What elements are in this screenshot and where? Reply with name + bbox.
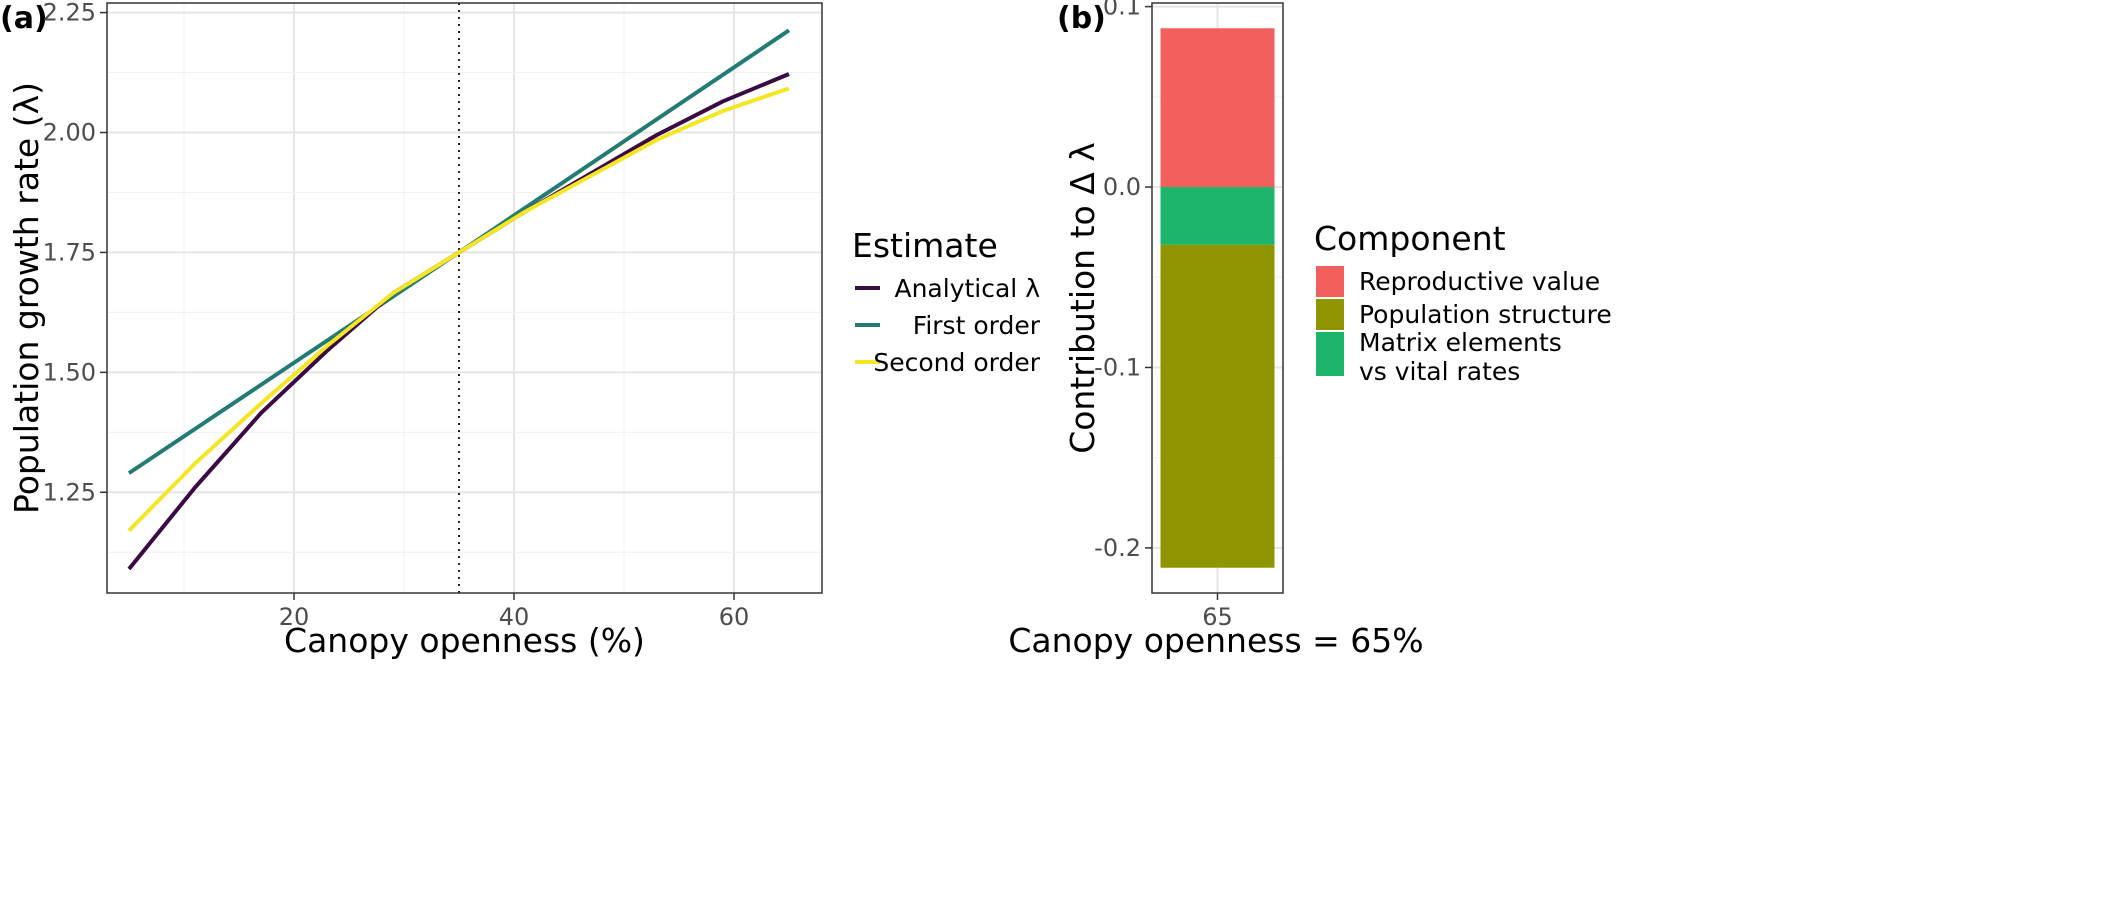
legend-item-label: vs vital rates xyxy=(1359,357,1520,386)
panel-b-x-ticks: 65 xyxy=(1202,593,1233,631)
bar-segment xyxy=(1160,187,1275,245)
panel-a-line-chart: (a) 20 40 60 1.25 1.50 1.75 2.00 2.25 Canopy o… xyxy=(0,0,823,660)
legend-key-swatch xyxy=(1316,266,1344,297)
legend-item-label: Matrix elements xyxy=(1359,328,1562,357)
x-tick-label: 65 xyxy=(1202,603,1233,631)
y-tick-label: 1.75 xyxy=(43,238,96,266)
panel-a-series xyxy=(127,28,791,571)
x-tick-label: 40 xyxy=(499,603,530,631)
x-tick-label: 20 xyxy=(279,603,310,631)
panel-a-y-axis-title: Population growth rate (λ) xyxy=(7,82,46,514)
bar-segment xyxy=(1160,244,1275,568)
panel-a-legend: Estimate Analytical λ First order Second o… xyxy=(852,226,1041,377)
y-tick-label: 2.25 xyxy=(43,0,96,27)
y-tick-label: 1.25 xyxy=(43,478,96,506)
legend-item-label: Population structure xyxy=(1359,300,1612,329)
panel-b-y-ticks: -0.2 -0.1 0.0 0.1 xyxy=(1094,0,1152,562)
bar-segment xyxy=(1160,28,1275,188)
panel-a-legend-items: Analytical λ First order Second order xyxy=(855,274,1041,377)
panel-a-plot-background xyxy=(107,3,822,593)
panel-a-x-axis-title: Canopy openness (%) xyxy=(284,621,645,660)
panel-a-grid xyxy=(107,3,822,593)
panel-a-x-ticks: 20 40 60 xyxy=(279,593,750,631)
legend-item-label: Second order xyxy=(873,348,1040,377)
panel-a-y-ticks: 1.25 1.50 1.75 2.00 2.25 xyxy=(43,0,107,506)
panel-a-plot-border xyxy=(106,2,823,594)
panel-b-legend-title: Component xyxy=(1314,219,1506,258)
y-tick-label: 2.00 xyxy=(43,119,96,147)
legend-item-label: Reproductive value xyxy=(1359,267,1600,296)
y-tick-label: 0.0 xyxy=(1103,173,1141,201)
y-tick-label: 1.50 xyxy=(43,358,96,386)
y-tick-label: 0.1 xyxy=(1103,0,1141,21)
legend-item-label: Analytical λ xyxy=(894,274,1040,303)
panel-b-x-axis-title: Canopy openness = 65% xyxy=(1008,621,1423,660)
panel-a-label: (a) xyxy=(0,1,48,36)
panel-b-legend-items: Reproductive value Population structureMa… xyxy=(1316,266,1612,386)
panel-b-bars xyxy=(1160,28,1275,568)
legend-item-label: First order xyxy=(913,311,1041,340)
legend-key-swatch xyxy=(1316,299,1344,330)
y-tick-label: -0.1 xyxy=(1094,353,1141,381)
panel-b-label: (b) xyxy=(1057,1,1106,36)
panel-a-legend-title: Estimate xyxy=(852,226,998,265)
y-tick-label: -0.2 xyxy=(1094,534,1141,562)
legend-key-swatch xyxy=(1316,332,1344,376)
x-tick-label: 60 xyxy=(719,603,750,631)
panel-b-y-axis-title: Contribution to Δ λ xyxy=(1063,142,1102,454)
panel-b-legend: Component Reproductive value Population s… xyxy=(1314,219,1612,386)
series-line-2 xyxy=(127,86,790,533)
panel-b-stacked-bar-chart: (b) 65 -0.2 -0.1 0.0 0.1 Canopy openness = … xyxy=(1008,0,1423,660)
